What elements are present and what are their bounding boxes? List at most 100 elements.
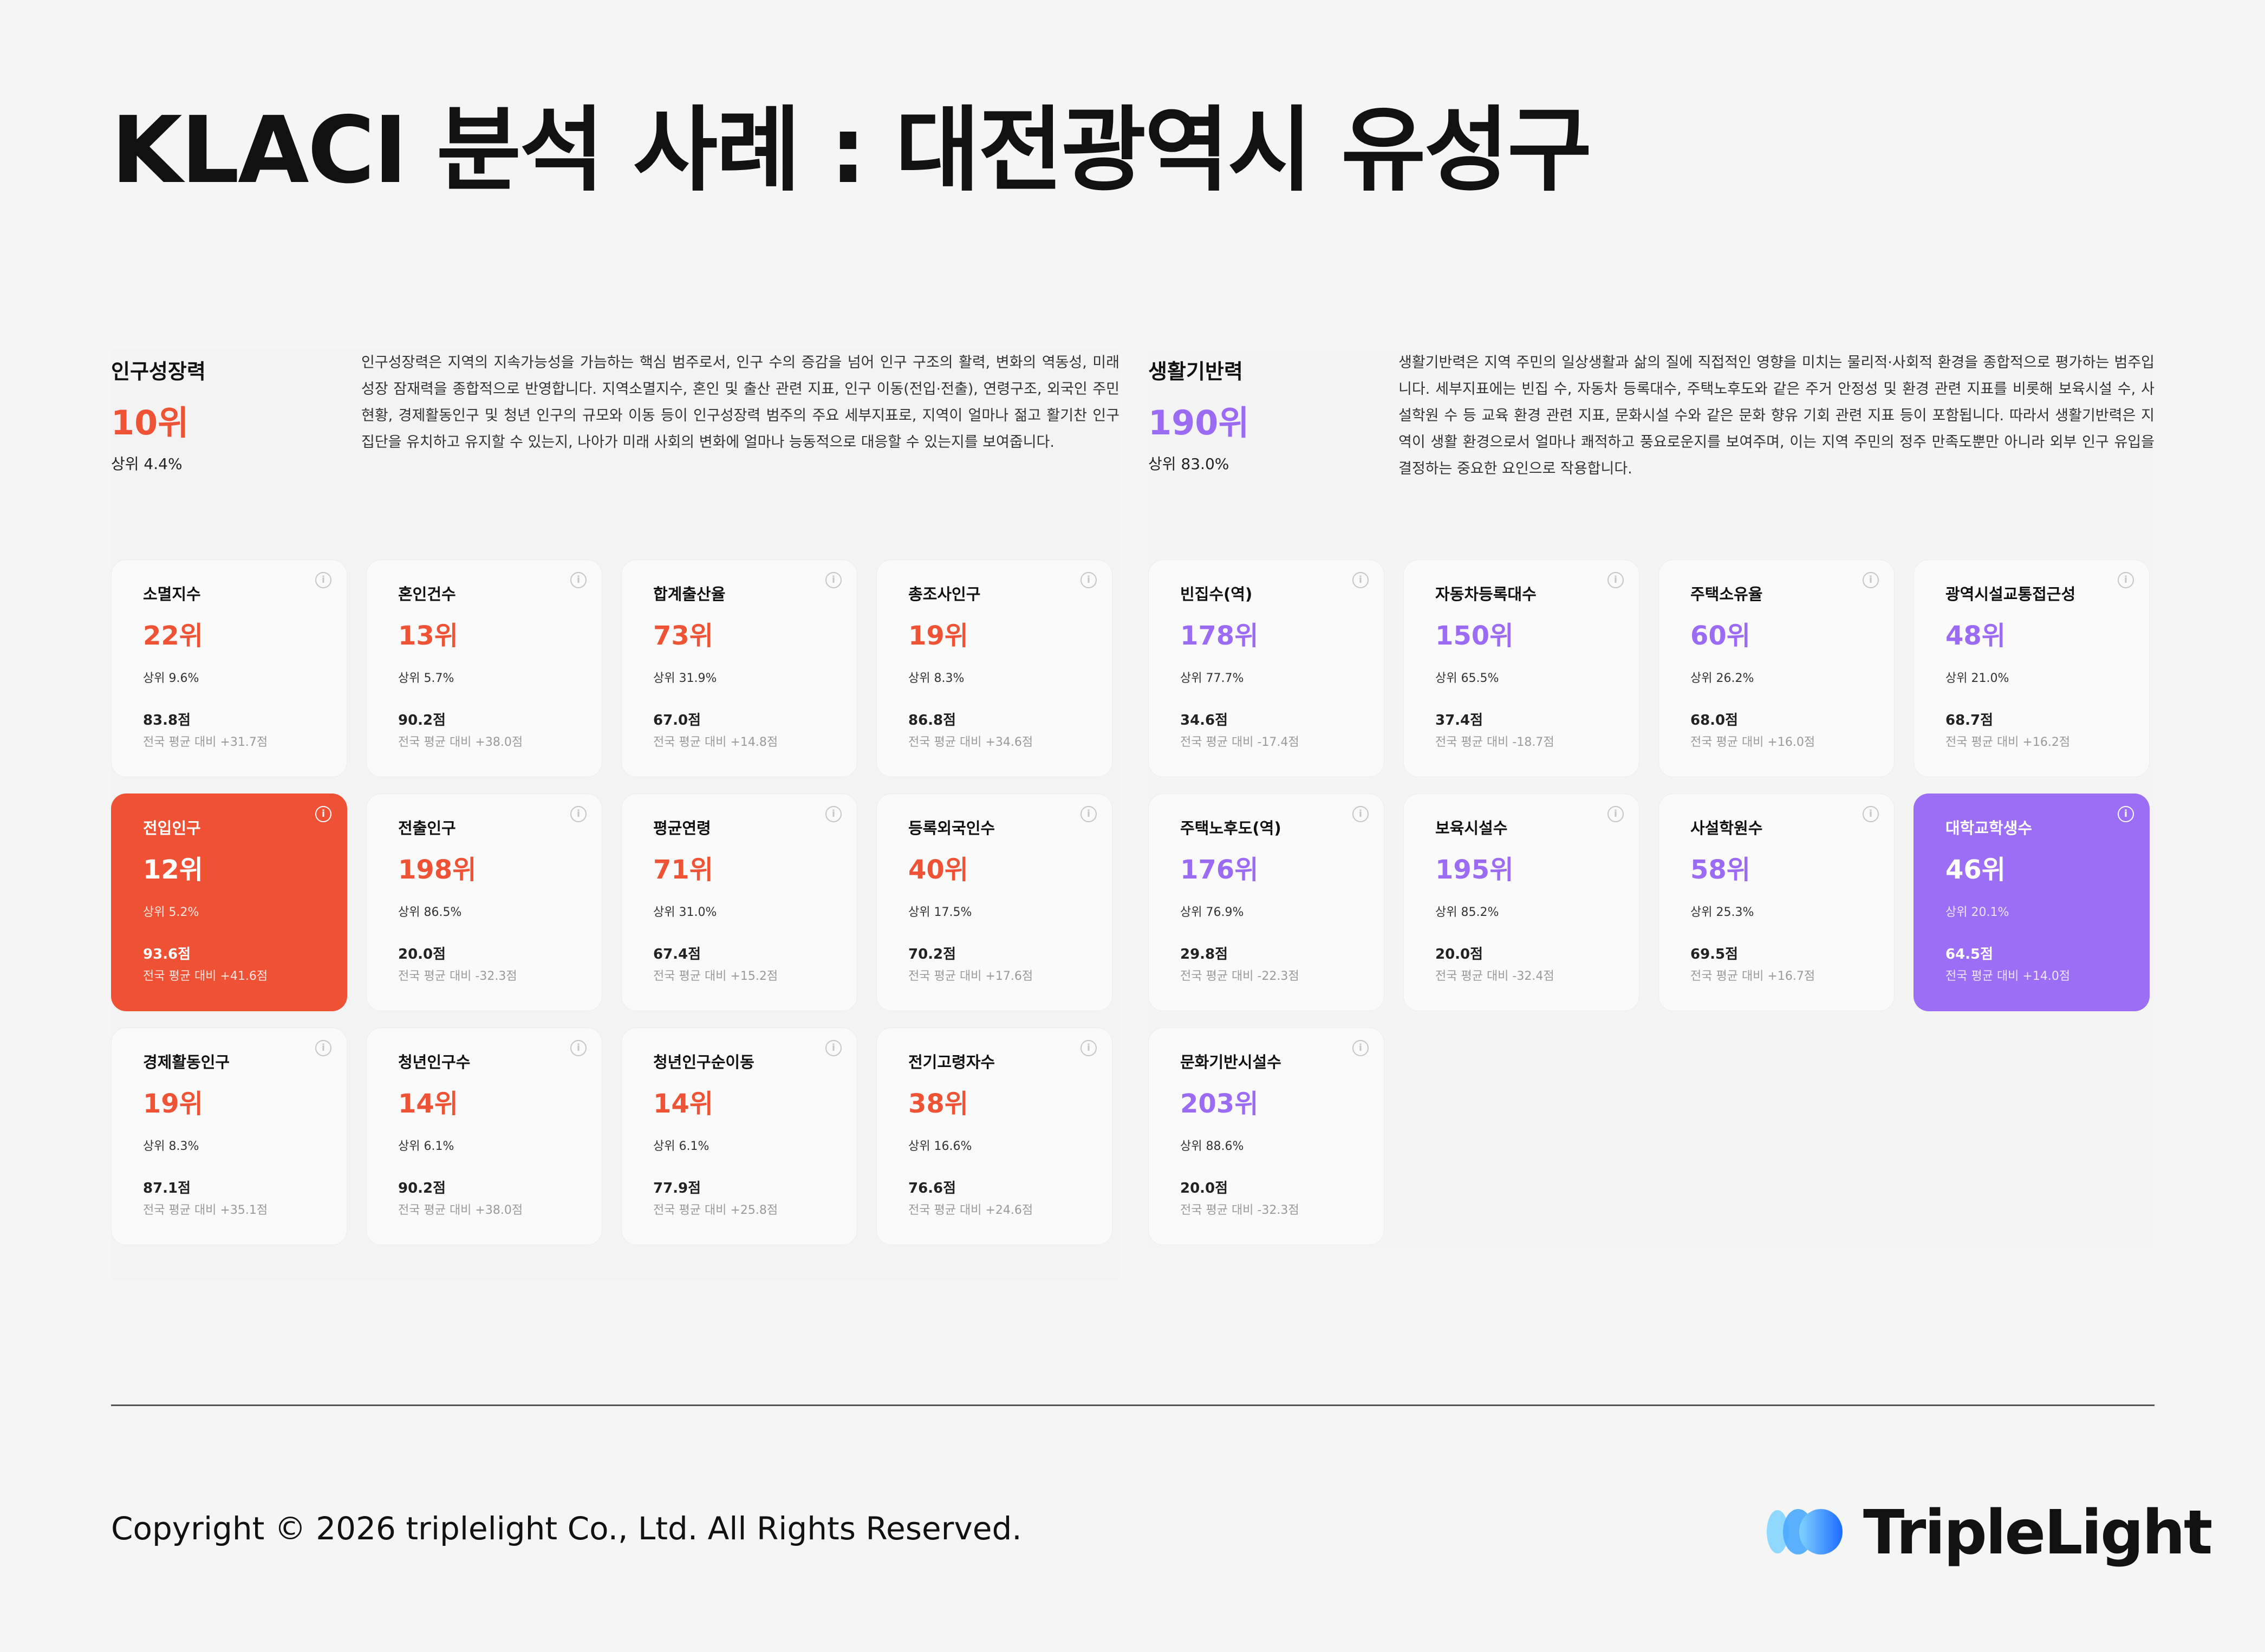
- info-icon[interactable]: i: [1081, 572, 1097, 588]
- info-icon[interactable]: i: [570, 1040, 587, 1056]
- info-icon[interactable]: i: [315, 806, 331, 822]
- info-icon[interactable]: i: [2118, 572, 2134, 588]
- indicator-top-percent: 상위 6.1%: [398, 1140, 454, 1153]
- info-icon[interactable]: i: [1081, 1040, 1097, 1056]
- indicator-rank: 60위: [1690, 621, 1750, 651]
- indicator-score: 76.6점: [908, 1180, 956, 1196]
- copyright-text: Copyright © 2026 triplelight Co., Ltd. A…: [111, 1510, 1022, 1547]
- indicator-rank: 40위: [908, 855, 968, 885]
- indicator-rank: 48위: [1945, 621, 2006, 651]
- indicator-top-percent: 상위 26.2%: [1690, 672, 1754, 685]
- indicator-diff: 전국 평균 대비 -22.3점: [1180, 970, 1299, 983]
- indicator-name: 주택소유율: [1690, 585, 1763, 603]
- indicator-card[interactable]: 혼인건수 i 13위 상위 5.7% 90.2점 전국 평균 대비 +38.0점: [366, 560, 602, 777]
- indicator-diff: 전국 평균 대비 +24.6점: [908, 1204, 1033, 1217]
- indicator-card[interactable]: 대학교학생수 i 46위 상위 20.1% 64.5점 전국 평균 대비 +14.0점: [1913, 794, 2150, 1011]
- info-icon[interactable]: i: [315, 1040, 331, 1056]
- indicator-score: 68.7점: [1945, 712, 1994, 729]
- indicator-top-percent: 상위 6.1%: [653, 1140, 710, 1153]
- info-icon[interactable]: i: [1352, 806, 1369, 822]
- indicator-score: 68.0점: [1690, 712, 1739, 729]
- triplelight-logo: TripleLight: [1760, 1498, 2212, 1568]
- info-icon[interactable]: i: [1352, 572, 1369, 588]
- indicator-diff: 전국 평균 대비 +14.0점: [1945, 970, 2071, 983]
- indicator-card[interactable]: 전입인구 i 12위 상위 5.2% 93.6점 전국 평균 대비 +41.6점: [111, 794, 347, 1011]
- info-icon[interactable]: i: [315, 572, 331, 588]
- info-icon[interactable]: i: [1607, 806, 1624, 822]
- info-icon[interactable]: i: [570, 572, 587, 588]
- indicator-card[interactable]: 주택소유율 i 60위 상위 26.2% 68.0점 전국 평균 대비 +16.0점: [1658, 560, 1895, 777]
- indicator-diff: 전국 평균 대비 +34.6점: [908, 736, 1033, 749]
- indicator-rank: 176위: [1180, 855, 1259, 885]
- indicator-card[interactable]: 자동차등록대수 i 150위 상위 65.5% 37.4점 전국 평균 대비 -18.7점: [1403, 560, 1639, 777]
- indicator-name: 전입인구: [143, 819, 201, 837]
- indicator-rank: 22위: [143, 621, 203, 651]
- indicator-top-percent: 상위 88.6%: [1180, 1140, 1244, 1153]
- indicator-card[interactable]: 경제활동인구 i 19위 상위 8.3% 87.1점 전국 평균 대비 +35.1점: [111, 1027, 347, 1245]
- indicator-top-percent: 상위 31.0%: [653, 906, 717, 919]
- indicator-score: 77.9점: [653, 1180, 701, 1196]
- indicator-rank: 58위: [1690, 855, 1750, 885]
- indicator-top-percent: 상위 5.2%: [143, 906, 199, 919]
- section-header: 생활기반력 190위 상위 83.0% 생활기반력은 지역 주민의 일상생활과 …: [1148, 349, 2155, 528]
- indicator-card[interactable]: 등록외국인수 i 40위 상위 17.5% 70.2점 전국 평균 대비 +17.6점: [876, 794, 1112, 1011]
- info-icon[interactable]: i: [825, 806, 842, 822]
- indicator-top-percent: 상위 16.6%: [908, 1140, 972, 1153]
- info-icon[interactable]: i: [825, 1040, 842, 1056]
- indicator-score: 20.0점: [398, 946, 446, 962]
- indicator-score: 93.6점: [143, 946, 191, 962]
- indicator-top-percent: 상위 9.6%: [143, 672, 199, 685]
- indicator-top-percent: 상위 21.0%: [1945, 672, 2009, 685]
- info-icon[interactable]: i: [1863, 806, 1879, 822]
- section-header: 인구성장력 10위 상위 4.4% 인구성장력은 지역의 지속가능성을 가늠하는…: [111, 349, 1120, 528]
- indicator-card[interactable]: 합계출산율 i 73위 상위 31.9% 67.0점 전국 평균 대비 +14.8점: [621, 560, 857, 777]
- indicator-card[interactable]: 사설학원수 i 58위 상위 25.3% 69.5점 전국 평균 대비 +16.7점: [1658, 794, 1895, 1011]
- indicator-card[interactable]: 총조사인구 i 19위 상위 8.3% 86.8점 전국 평균 대비 +34.6점: [876, 560, 1112, 777]
- info-icon[interactable]: i: [825, 572, 842, 588]
- indicator-score: 86.8점: [908, 712, 956, 729]
- info-icon[interactable]: i: [570, 806, 587, 822]
- indicator-score: 20.0점: [1180, 1180, 1228, 1196]
- indicator-diff: 전국 평균 대비 +38.0점: [398, 736, 523, 749]
- indicator-diff: 전국 평균 대비 +35.1점: [143, 1204, 268, 1217]
- indicator-card[interactable]: 보육시설수 i 195위 상위 85.2% 20.0점 전국 평균 대비 -32.4점: [1403, 794, 1639, 1011]
- indicator-rank: 198위: [398, 855, 477, 885]
- indicator-rank: 19위: [908, 621, 968, 651]
- indicator-card[interactable]: 평균연령 i 71위 상위 31.0% 67.4점 전국 평균 대비 +15.2점: [621, 794, 857, 1011]
- indicator-name: 자동차등록대수: [1435, 585, 1537, 603]
- indicator-name: 보육시설수: [1435, 819, 1508, 837]
- indicator-card[interactable]: 광역시설교통접근성 i 48위 상위 21.0% 68.7점 전국 평균 대비 +16.2…: [1913, 560, 2150, 777]
- indicator-name: 혼인건수: [398, 585, 456, 603]
- indicator-score: 87.1점: [143, 1180, 191, 1196]
- indicator-card[interactable]: 전출인구 i 198위 상위 86.5% 20.0점 전국 평균 대비 -32.3점: [366, 794, 602, 1011]
- indicator-top-percent: 상위 25.3%: [1690, 906, 1754, 919]
- indicator-score: 64.5점: [1945, 946, 1994, 962]
- info-icon[interactable]: i: [1863, 572, 1879, 588]
- indicator-name: 광역시설교통접근성: [1945, 585, 2076, 603]
- indicator-name: 문화기반시설수: [1180, 1053, 1281, 1071]
- indicator-card[interactable]: 청년인구순이동 i 14위 상위 6.1% 77.9점 전국 평균 대비 +25.8점: [621, 1027, 857, 1245]
- indicator-top-percent: 상위 86.5%: [398, 906, 462, 919]
- indicator-card[interactable]: 주택노후도(역) i 176위 상위 76.9% 29.8점 전국 평균 대비 -22.3…: [1148, 794, 1384, 1011]
- indicator-score: 90.2점: [398, 712, 446, 729]
- indicator-card[interactable]: 전기고령자수 i 38위 상위 16.6% 76.6점 전국 평균 대비 +24.6점: [876, 1027, 1112, 1245]
- info-icon[interactable]: i: [1352, 1040, 1369, 1056]
- indicator-rank: 178위: [1180, 621, 1259, 651]
- indicator-name: 경제활동인구: [143, 1053, 230, 1071]
- indicator-score: 34.6점: [1180, 712, 1228, 729]
- page-title: KLACI 분석 사례 : 대전광역시 유성구: [111, 97, 1592, 204]
- indicator-card[interactable]: 빈집수(역) i 178위 상위 77.7% 34.6점 전국 평균 대비 -17.4점: [1148, 560, 1384, 777]
- indicator-card[interactable]: 청년인구수 i 14위 상위 6.1% 90.2점 전국 평균 대비 +38.0점: [366, 1027, 602, 1245]
- indicator-name: 전출인구: [398, 819, 456, 837]
- info-icon[interactable]: i: [1607, 572, 1624, 588]
- indicator-card[interactable]: 소멸지수 i 22위 상위 9.6% 83.8점 전국 평균 대비 +31.7점: [111, 560, 347, 777]
- indicator-diff: 전국 평균 대비 +31.7점: [143, 736, 268, 749]
- indicator-card[interactable]: 문화기반시설수 i 203위 상위 88.6% 20.0점 전국 평균 대비 -32.3점: [1148, 1027, 1384, 1245]
- indicator-top-percent: 상위 65.5%: [1435, 672, 1499, 685]
- indicator-name: 소멸지수: [143, 585, 201, 603]
- section-name: 생활기반력: [1148, 360, 1243, 383]
- info-icon[interactable]: i: [1081, 806, 1097, 822]
- section-top-percent: 상위 4.4%: [111, 455, 183, 473]
- info-icon[interactable]: i: [2118, 806, 2134, 822]
- indicator-name: 사설학원수: [1690, 819, 1763, 837]
